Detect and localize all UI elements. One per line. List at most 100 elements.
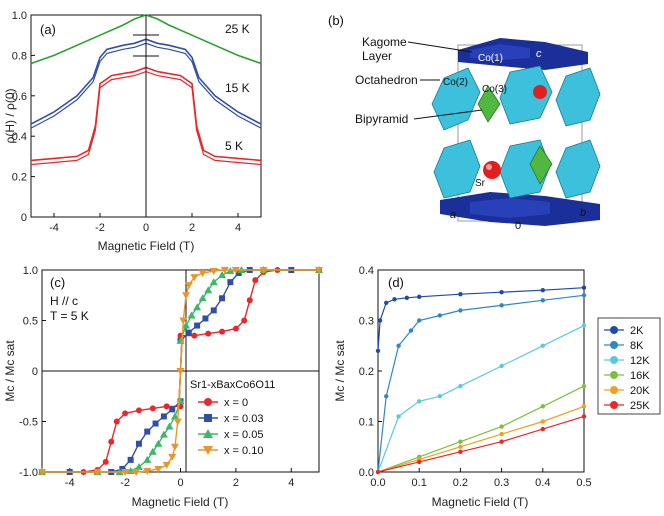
panel-d-legend-marker: [610, 326, 618, 334]
panel-d-legend-marker: [610, 401, 618, 409]
panel-c-point: [231, 267, 240, 274]
panel-d-curve-8K: [377, 294, 585, 473]
panel-c-ytick-label: 0: [32, 366, 38, 378]
panel-d-legend-frame: [597, 317, 661, 415]
panel-c-legend-item: x = 0.10: [224, 445, 263, 457]
panel-c-point: [190, 274, 199, 282]
panel-d-point: [437, 394, 442, 399]
annotation-25k: 25 K: [225, 22, 250, 36]
panel-c-point: [160, 413, 167, 420]
panel-c-point: [194, 322, 201, 329]
panel-a-xtick-label: -4: [49, 222, 59, 234]
panel-d-point: [458, 292, 463, 297]
panel-c-point: [246, 297, 253, 304]
panel-c-point: [38, 469, 46, 476]
panel-c-legend-marker: [203, 429, 213, 438]
panel-a-ytick-label: 0: [21, 212, 27, 224]
label-co2: Co(2): [443, 77, 468, 88]
panel-d-point: [437, 313, 442, 318]
panel-a-label: (a): [40, 22, 56, 37]
panel-c-legend-item: x = 0: [224, 397, 248, 409]
bipyramid-lower: [529, 145, 553, 185]
label-co3: Co(3): [482, 84, 507, 95]
label-axis-b: b: [580, 207, 586, 219]
label-octahedron: Octahedron: [355, 73, 418, 87]
sr-atom-upper: [533, 85, 547, 99]
panel-d-point: [581, 323, 587, 328]
panel-c-point: [169, 406, 176, 413]
panel-c-point: [144, 428, 151, 435]
panel-d-point: [404, 295, 410, 300]
panel-d-legend-item: 20K: [630, 385, 650, 397]
panel-d-point: [581, 285, 587, 290]
panel-c-point: [121, 469, 130, 476]
panel-a-ytick-label: 0.4: [12, 131, 27, 143]
panel-d-yticks: 0.0 0.1 0.2 0.3 0.4: [359, 265, 382, 479]
panel-c-point: [315, 267, 323, 274]
panel-d-point: [540, 404, 545, 409]
octahedron-upper-mid: [499, 65, 553, 125]
panel-c-point: [235, 270, 242, 277]
panel-d-curve-2K: [377, 287, 585, 351]
panel-c-point: [209, 268, 218, 276]
panel-c-point: [127, 456, 134, 463]
panel-c-point: [198, 270, 207, 278]
panel-d-point: [375, 348, 381, 353]
panel-c-point: [119, 465, 126, 472]
panel-d-xtick-label: 0.2: [453, 477, 468, 489]
panel-d-curve-12K: [377, 325, 585, 473]
panel-d-point: [540, 426, 545, 432]
panel-c-point: [154, 465, 163, 473]
panel-c-legend-item: x = 0.03: [224, 413, 263, 425]
panel-c-point: [168, 453, 177, 461]
panel-c-point: [182, 292, 191, 300]
panel-c-label: (c): [50, 275, 65, 290]
panel-d-point: [458, 449, 463, 454]
panel-d-point: [392, 297, 397, 302]
octahedron-upper-left: [431, 67, 481, 131]
panel-c-point: [102, 458, 109, 465]
panel-d-frame: [377, 269, 585, 473]
panel-c-point: [149, 405, 156, 412]
panel-c-xtick-label: 2: [233, 477, 239, 489]
panel-d-ytick-label: 0.3: [359, 316, 374, 328]
sr-atom-lower: [483, 161, 501, 179]
panel-d-curve-20K: [377, 405, 585, 473]
panel-c-point: [93, 469, 102, 476]
panel-d-xticks: 0.0 0.1 0.2 0.3 0.4 0.5: [370, 468, 592, 489]
panel-c-central-step-3: [178, 340, 183, 402]
panel-d-point: [408, 328, 414, 333]
panel-c-point: [170, 443, 179, 451]
panel-d-point: [499, 363, 504, 369]
panel-c-point: [163, 403, 170, 410]
panel-d-point: [417, 399, 422, 404]
panel-d-point: [375, 469, 381, 475]
panel-a-ytick-label: 1.0: [12, 10, 27, 22]
panel-a-yticks: 0 0.2 0.4 0.6 0.8 1.0: [12, 10, 35, 224]
panel-a-xtick-label: 2: [189, 222, 195, 234]
panel-c-xtick-label: 4: [288, 477, 294, 489]
panel-d-point: [417, 318, 422, 323]
panel-b-label: (b): [328, 13, 344, 28]
panel-d-legend-marker: [610, 356, 618, 364]
panel-c-xtick-label: -2: [120, 477, 130, 489]
label-bipyramid: Bipyramid: [355, 112, 408, 126]
panel-d-legend-item: 2K: [630, 325, 644, 337]
label-co1: Co(1): [478, 53, 503, 64]
panel-d-curve-16K: [377, 385, 585, 473]
panel-d-legend-item: 12K: [630, 355, 650, 367]
panel-d-point: [499, 290, 504, 295]
panel-d-xtick-label: 0.0: [370, 477, 385, 489]
panel-c-point: [134, 462, 143, 470]
panel-d: (d) Magnetic Field (T) Mc / Mc sat 0.0 0.…: [333, 265, 661, 509]
kagome-layer-top-shade: [470, 44, 530, 60]
panel-d-ylabel: Mc / Mc sat: [333, 340, 347, 402]
panel-c-legend-item: x = 0.05: [224, 429, 263, 441]
panel-c-point: [108, 438, 115, 445]
panel-c-point: [159, 430, 168, 438]
panel-d-point: [396, 343, 401, 348]
annotation-5k: 5 K: [225, 139, 243, 153]
panel-c-curve-2-branch-0: [179, 269, 319, 341]
panel-d-point: [377, 318, 383, 323]
